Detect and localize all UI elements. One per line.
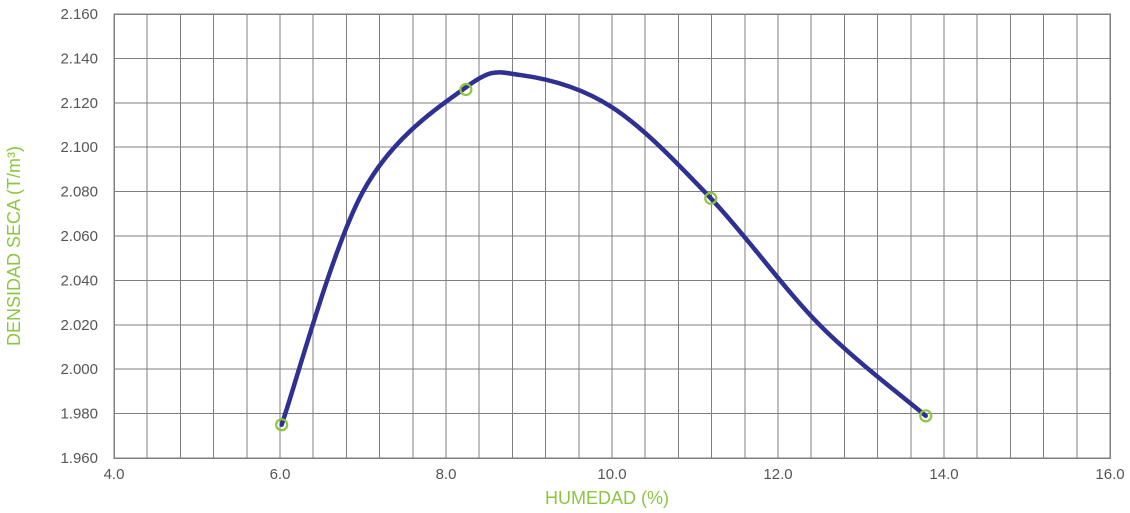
x-tick-label: 4.0 xyxy=(104,466,125,483)
x-tick-label: 16.0 xyxy=(1095,466,1124,483)
fitted-curve xyxy=(279,70,928,427)
x-tick-label: 14.0 xyxy=(929,466,958,483)
y-tick-label: 1.960 xyxy=(60,450,98,467)
y-tick-label: 1.980 xyxy=(60,406,98,423)
y-tick-label: 2.040 xyxy=(60,272,98,289)
y-tick-label: 2.060 xyxy=(60,228,98,245)
data-point xyxy=(919,409,933,423)
curve-layer xyxy=(279,70,928,427)
marker-layer xyxy=(275,82,933,432)
y-tick-label: 2.160 xyxy=(60,6,98,23)
x-axis-tick-labels: 4.0 6.0 8.0 10.0 12.0 14.0 16.0 xyxy=(104,466,1125,483)
y-axis-tick-labels: 1.960 1.980 2.000 2.020 2.040 2.060 2.080 2.100… xyxy=(60,6,98,467)
y-tick-label: 2.140 xyxy=(60,50,98,67)
plot-area-border xyxy=(113,13,1111,459)
y-tick-label: 2.000 xyxy=(60,361,98,378)
grid xyxy=(114,14,1110,458)
x-tick-label: 8.0 xyxy=(436,466,457,483)
data-point xyxy=(275,418,289,432)
x-tick-label: 12.0 xyxy=(763,466,792,483)
y-tick-label: 2.020 xyxy=(60,317,98,334)
data-point xyxy=(704,191,718,205)
y-tick-label: 2.120 xyxy=(60,95,98,112)
x-tick-label: 10.0 xyxy=(597,466,626,483)
y-tick-label: 2.100 xyxy=(60,139,98,156)
data-point xyxy=(459,82,473,97)
y-tick-label: 2.080 xyxy=(60,184,98,201)
y-axis-title: DENSIDAD SECA (T/m³) xyxy=(4,146,24,346)
x-axis-title: HUMEDAD (%) xyxy=(545,488,669,508)
x-tick-label: 6.0 xyxy=(270,466,291,483)
